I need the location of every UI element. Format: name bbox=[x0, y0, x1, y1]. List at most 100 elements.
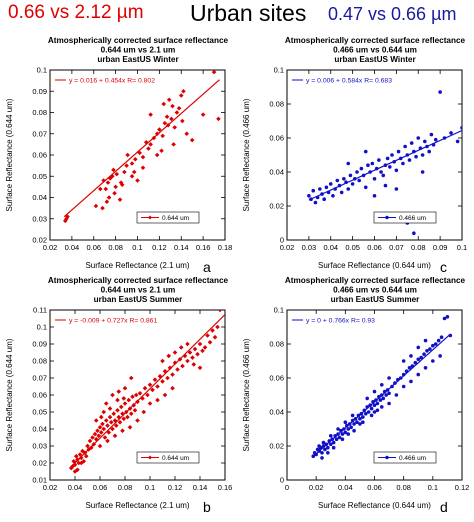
data-point bbox=[425, 349, 429, 353]
x-tick-label: 0.04 bbox=[65, 243, 80, 252]
data-point bbox=[105, 438, 110, 444]
x-tick-label: 0.04 bbox=[68, 483, 83, 492]
data-point bbox=[160, 358, 165, 364]
data-point bbox=[383, 183, 388, 188]
data-point bbox=[427, 149, 431, 154]
data-point bbox=[176, 105, 182, 111]
x-tick-label: 0.1 bbox=[132, 243, 142, 252]
x-tick-label: 0.05 bbox=[345, 243, 360, 252]
data-point bbox=[331, 440, 336, 445]
chart-title-line: urban EastUS Winter bbox=[334, 55, 416, 64]
data-point bbox=[112, 433, 118, 439]
data-point bbox=[96, 433, 102, 439]
data-point bbox=[423, 366, 428, 370]
y-tick-label: 0.05 bbox=[32, 408, 47, 417]
data-point bbox=[162, 120, 168, 126]
panel-c: Atmospherically corrected surface reflec… bbox=[237, 32, 474, 277]
x-tick-label: 0.16 bbox=[196, 243, 211, 252]
x-tick-label: 0.02 bbox=[43, 483, 58, 492]
data-point bbox=[148, 142, 153, 147]
data-point bbox=[121, 396, 127, 401]
data-point bbox=[111, 411, 117, 416]
data-point bbox=[322, 197, 326, 201]
data-point bbox=[197, 365, 203, 371]
legend-marker bbox=[148, 455, 152, 460]
data-point bbox=[131, 169, 137, 175]
legend-box bbox=[373, 451, 437, 464]
chart-title-line: 0.466 um vs 0.644 um bbox=[333, 46, 417, 55]
data-point bbox=[202, 345, 208, 350]
data-point bbox=[148, 112, 153, 117]
data-point bbox=[110, 426, 115, 432]
y-tick-label: 0.04 bbox=[32, 425, 47, 434]
data-point bbox=[155, 384, 160, 389]
data-point bbox=[154, 152, 160, 158]
y-tick-label: 0.1 bbox=[274, 66, 284, 75]
data-point bbox=[428, 347, 432, 351]
data-point bbox=[120, 428, 125, 433]
y-tick-label: 0.04 bbox=[269, 168, 284, 177]
x-tick-label: 0.08 bbox=[118, 483, 133, 492]
chart-c: Atmospherically corrected surface reflec… bbox=[242, 36, 467, 275]
data-point bbox=[78, 460, 84, 466]
data-point bbox=[93, 436, 99, 442]
data-points bbox=[307, 90, 462, 235]
chart-title-line: urban EastUS Summer bbox=[331, 295, 421, 304]
x-axis-label: Surface Reflectance (2.1 um) bbox=[85, 261, 189, 270]
data-point bbox=[357, 178, 361, 183]
y-tick-label: 0.01 bbox=[32, 476, 47, 485]
data-point bbox=[87, 438, 93, 444]
x-axis-label: Surface Reflectance (0.644 um) bbox=[318, 261, 431, 270]
x-tick-label: 0.1 bbox=[428, 483, 438, 492]
chart-title-line: Atmospherically corrected surface reflec… bbox=[285, 36, 466, 45]
data-point bbox=[98, 186, 103, 192]
data-point bbox=[118, 180, 124, 185]
data-point bbox=[355, 170, 359, 174]
y-tick-label: 0.04 bbox=[32, 193, 47, 202]
chart-a: Atmospherically corrected surface reflec… bbox=[5, 36, 232, 275]
data-point bbox=[114, 171, 120, 177]
data-point bbox=[420, 153, 425, 157]
data-point bbox=[366, 410, 371, 414]
data-point bbox=[172, 125, 177, 130]
x-tick-label: 0 bbox=[285, 483, 289, 492]
data-point bbox=[192, 346, 198, 352]
data-point bbox=[178, 93, 184, 98]
data-point bbox=[361, 420, 365, 424]
data-point bbox=[431, 359, 435, 363]
data-point bbox=[449, 131, 453, 135]
x-tick-label: 0.08 bbox=[108, 243, 123, 252]
data-point bbox=[185, 341, 190, 347]
data-point bbox=[92, 431, 98, 437]
data-point bbox=[107, 414, 113, 420]
x-tick-label: 0.04 bbox=[338, 483, 353, 492]
data-point bbox=[416, 357, 421, 362]
regression-equation: y = 0.016 + 0.454x R= 0.802 bbox=[69, 78, 155, 85]
data-point bbox=[93, 203, 99, 209]
data-point bbox=[207, 340, 213, 345]
data-point bbox=[121, 416, 127, 422]
data-point bbox=[339, 190, 344, 195]
data-point bbox=[366, 163, 370, 167]
data-point bbox=[128, 411, 134, 416]
panel-d: Atmospherically corrected surface reflec… bbox=[237, 272, 474, 517]
data-point bbox=[381, 396, 386, 401]
data-point bbox=[185, 358, 190, 364]
data-point bbox=[205, 333, 210, 338]
data-point bbox=[115, 408, 120, 413]
data-point bbox=[387, 376, 391, 380]
y-tick-label: 0.08 bbox=[269, 100, 284, 109]
data-point bbox=[160, 379, 165, 384]
data-point bbox=[317, 444, 321, 448]
data-points bbox=[68, 310, 225, 474]
data-point bbox=[346, 161, 351, 166]
data-point bbox=[361, 415, 365, 419]
data-point bbox=[407, 366, 412, 370]
data-point bbox=[217, 310, 223, 313]
data-point bbox=[401, 161, 405, 166]
data-point bbox=[215, 324, 220, 330]
data-point bbox=[126, 397, 132, 403]
regression-equation: y = 0.006 + 0.584x R= 0.683 bbox=[306, 78, 392, 85]
data-point bbox=[355, 420, 359, 424]
data-point bbox=[170, 103, 175, 109]
